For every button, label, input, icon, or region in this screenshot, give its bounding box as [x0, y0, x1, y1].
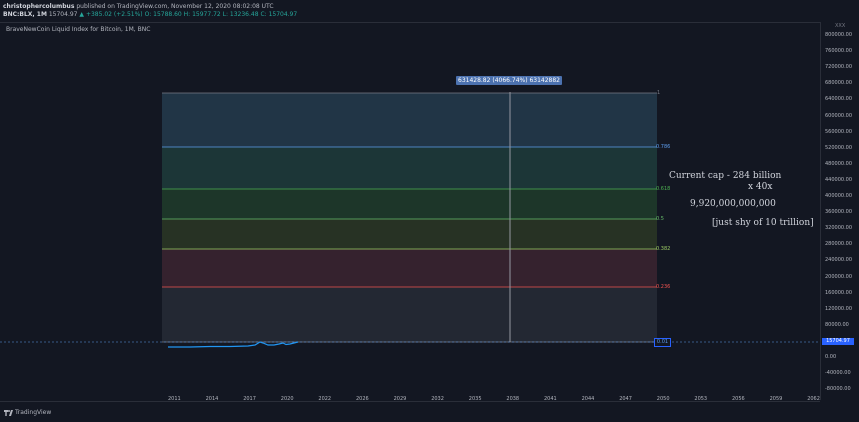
last-price-tag: 15704.97 [822, 338, 854, 345]
time-axis-label: 2020 [280, 396, 294, 402]
fib-zone-6 [162, 287, 657, 342]
note-multiplier: x 40x [748, 182, 773, 192]
chart-pane[interactable] [0, 22, 820, 402]
price-axis-label: 160000.00 [825, 289, 853, 296]
fib-label-1: 1 [657, 90, 661, 96]
tradingview-logo-text: TradingView [15, 409, 52, 416]
note-total: 9,920,000,000,000 [690, 199, 776, 209]
fib-label-0236: 0.236 [656, 284, 671, 290]
fib-zone-3 [162, 189, 657, 219]
header-line-1: christophercolumbus published on Trading… [3, 3, 274, 10]
price-line [168, 341, 299, 348]
price-axis-label: 200000.00 [825, 273, 853, 280]
time-axis-label: 2022 [318, 396, 332, 402]
fib-zone-1 [162, 93, 657, 147]
symbol-label: BNC:BLX, 1M [3, 11, 47, 18]
note-current-cap: Current cap - 284 billion [669, 171, 782, 181]
price-change: ▲ +385.02 (+2.51%) [79, 11, 143, 18]
time-axis-label: 2047 [619, 396, 632, 402]
price-axis-label: 0.00 [825, 354, 837, 360]
price-axis-label: 600000.00 [825, 112, 853, 119]
time-axis-label: 2050 [656, 396, 670, 402]
series-title: BraveNewCoin Liquid Index for Bitcoin, 1… [6, 26, 151, 33]
time-axis-label: 2029 [393, 396, 407, 402]
time-axis-label: 2026 [356, 396, 369, 402]
ohlc-values: O: 15788.60 H: 15977.72 L: 13236.48 C: 1… [144, 11, 298, 18]
fib-zone-5 [162, 249, 657, 287]
time-axis[interactable]: 2011 2014 2017 2020 2022 2026 2029 2032 2035 2038… [0, 393, 820, 407]
price-axis-label: 640000.00 [825, 96, 853, 103]
price-axis-label: 360000.00 [825, 209, 853, 216]
note-shy: [just shy of 10 trillion] [712, 218, 814, 228]
time-axis-label: 2044 [581, 396, 595, 402]
fib-label-05: 0.5 [656, 216, 664, 222]
fib-label-0382: 0.382 [656, 246, 671, 252]
price-axis-label: 400000.00 [825, 193, 853, 199]
measure-label: 631428.82 (4066.74%) 63142882 [456, 76, 562, 85]
price-axis-label: 800000.00 [825, 32, 853, 38]
price-axis-label: -80000.00 [825, 386, 851, 393]
tradingview-logo-icon [4, 410, 13, 416]
price-axis-label: 440000.00 [825, 176, 853, 183]
tradingview-logo[interactable]: TradingView [4, 409, 51, 416]
time-axis-label: 2038 [506, 396, 520, 402]
price-axis-label: 320000.00 [825, 225, 853, 232]
top-right-label: XXX [835, 23, 846, 29]
price-axis-label: 760000.00 [825, 48, 853, 55]
time-axis-label: 2056 [732, 396, 745, 402]
fib-label-0618: 0.618 [656, 186, 671, 192]
time-axis-label: 2032 [431, 396, 444, 402]
price-axis-label: 520000.00 [825, 144, 853, 151]
time-axis-label: 2062 [807, 396, 820, 402]
price-axis-label: 560000.00 [825, 128, 853, 135]
price-axis-label: 120000.00 [825, 305, 853, 312]
time-axis-label: 2017 [243, 396, 256, 402]
fib-zone-4 [162, 219, 657, 249]
price-axis-label: 240000.00 [825, 257, 853, 264]
time-axis-label: 2053 [694, 396, 708, 402]
time-axis-label: 2011 [168, 396, 181, 402]
fib-label-0786: 0.786 [656, 144, 671, 150]
header-line-2: BNC:BLX, 1M 15704.97 ▲ +385.02 (+2.51%) … [3, 11, 297, 18]
fib-retracement-drawing[interactable] [0, 0, 820, 400]
price-axis-label: 720000.00 [825, 64, 853, 71]
author-name[interactable]: christophercolumbus [3, 3, 75, 10]
fib-zero-tag: 0.01 [654, 338, 671, 347]
time-axis-label: 2059 [769, 396, 783, 402]
price-axis-label: 280000.00 [825, 241, 853, 248]
time-axis-label: 2035 [468, 396, 482, 402]
price-axis-label: 80000.00 [825, 321, 849, 328]
fib-zone-2 [162, 147, 657, 189]
last-price: 15704.97 [48, 11, 78, 18]
publish-info: published on TradingView.com, November 1… [76, 3, 274, 10]
time-axis-label: 2014 [205, 396, 219, 402]
price-axis-label: 480000.00 [825, 160, 853, 167]
price-axis-label: -40000.00 [825, 370, 851, 377]
price-axis-label: 680000.00 [825, 80, 853, 87]
time-axis-label: 2041 [544, 396, 557, 402]
